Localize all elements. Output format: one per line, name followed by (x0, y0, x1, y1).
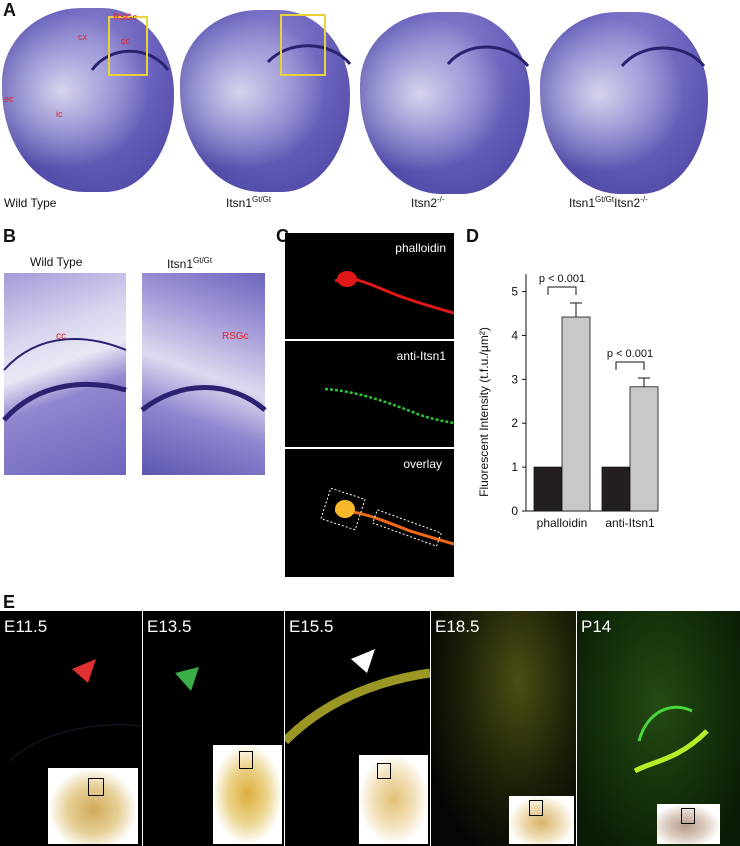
y-tick-label: 2 (511, 416, 518, 430)
hippocampus-signal-p14 (633, 705, 709, 774)
significance-bracket (547, 286, 577, 295)
chart-labels: phalloidin p < 0.001 anti-Itsn1 p < 0.001 (537, 273, 655, 530)
caption-b-itsn1-gt: Itsn1Gt/Gt (167, 256, 213, 272)
brain-section-itsn1-gt (180, 10, 350, 192)
section-p14: P14 (577, 611, 740, 846)
inset-box-e11-5 (88, 778, 104, 796)
hippocampus-zoom-itsn1-gt (142, 273, 265, 475)
panel-label-a: A (3, 0, 16, 20)
hippocampus-zoom-wild-type (4, 273, 126, 475)
bar (629, 386, 659, 512)
x-tick-label: phalloidin (537, 516, 588, 530)
caption-itsn2-ko: Itsn2-/- (411, 195, 445, 211)
panel-label-d: D (466, 226, 479, 246)
inset-box-e18-5 (529, 800, 543, 816)
y-tick-label: 0 (511, 504, 518, 518)
panel-label-e: E (3, 592, 16, 612)
caption-itsn1-gt: Itsn1Gt/Gt (226, 195, 272, 211)
inset-box-e15-5 (377, 763, 391, 779)
stage-label-e18-5: E18.5 (435, 617, 480, 636)
y-tick-label: 3 (511, 372, 518, 386)
p-value-label: p < 0.001 (607, 348, 653, 360)
embryo-inset-e18-5 (509, 796, 574, 844)
y-axis-label: Fluorescent Intensity (t.f.u./μm²) (477, 327, 491, 497)
overlay-filament (320, 487, 454, 547)
chart-axes: 0 1 2 3 4 5 (511, 274, 658, 518)
label-b-rsgc: RSGc (222, 331, 249, 342)
bar-chart: Fluorescent Intensity (t.f.u./μm²) 0 1 2 3 4… (477, 273, 659, 530)
cortex-band-e15-5 (285, 649, 430, 745)
label-cx: cx (78, 32, 87, 42)
caption-b-wild-type: Wild Type (30, 255, 83, 269)
label-b-cc: cc (56, 331, 66, 342)
panel-label-b: B (3, 226, 16, 246)
y-tick-label: 5 (511, 285, 518, 299)
stage-label-e11-5: E11.5 (4, 617, 48, 636)
p-value-label: p < 0.001 (539, 273, 585, 285)
anti-itsn1-filament (324, 387, 454, 425)
label-overlay: overlay (403, 457, 442, 471)
arrowhead-red (9, 659, 142, 762)
section-e13-5: E13.5 (143, 611, 284, 846)
section-e15-5: E15.5 (285, 611, 430, 846)
stage-label-e15-5: E15.5 (289, 617, 334, 636)
label-ic: ic (56, 109, 63, 119)
phalloidin-image: phalloidin (285, 233, 454, 339)
bar (533, 466, 563, 512)
section-e18-5: E18.5 (431, 611, 576, 846)
hippocampus-zoom-curves (2, 337, 267, 422)
y-tick-label: 4 (511, 328, 518, 342)
caption-double-mutant: Itsn1Gt/GtItsn2-/- (569, 195, 648, 211)
bar (561, 316, 591, 512)
brain-section-wild-type (2, 8, 174, 192)
label-phalloidin: phalloidin (395, 241, 446, 255)
inset-box-p14 (681, 808, 695, 824)
label-anti-itsn1: anti-Itsn1 (396, 349, 446, 363)
stage-label-p14: P14 (581, 617, 612, 636)
inset-box-wild-type (108, 16, 148, 76)
caption-wild-type: Wild Type (4, 196, 57, 210)
arrowhead-green (175, 667, 199, 691)
inset-box-e13-5 (239, 751, 253, 769)
brain-section-itsn2-ko (360, 12, 530, 194)
y-tick-label: 1 (511, 460, 518, 474)
embryo-inset-e15-5 (359, 755, 428, 844)
section-e11-5: E11.5 (0, 611, 142, 846)
inset-box-itsn1-gt (280, 14, 326, 76)
label-rsgc: RSGc (113, 12, 138, 22)
overlay-image: overlay (285, 449, 454, 577)
stage-label-e13-5: E13.5 (147, 617, 192, 636)
brain-inset-p14 (657, 804, 720, 844)
label-cc: cc (121, 36, 130, 46)
brain-section-double-mutant (540, 12, 708, 194)
embryo-inset-e13-5 (213, 745, 282, 844)
significance-bracket (615, 361, 645, 371)
x-tick-label: anti-Itsn1 (605, 516, 655, 530)
chart-bars (533, 302, 659, 512)
embryo-inset-e11-5 (48, 768, 138, 844)
bar (601, 466, 631, 512)
hippocampus-outlines (90, 44, 706, 71)
phalloidin-filament (334, 271, 454, 315)
anti-itsn1-image: anti-Itsn1 (285, 341, 454, 447)
label-ec: ec (4, 94, 14, 104)
